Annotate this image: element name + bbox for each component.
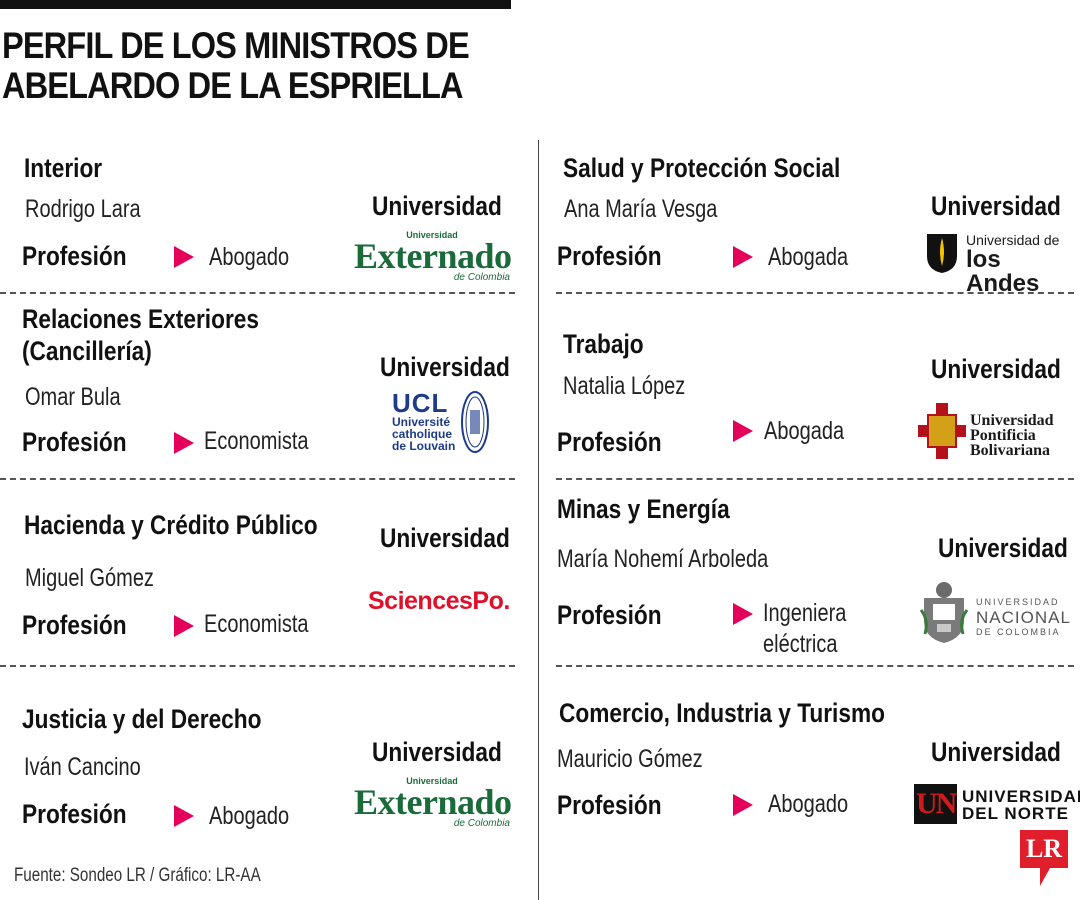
row-divider (556, 665, 1074, 667)
arrow-icon (174, 805, 194, 827)
profession-label: Profesión (22, 799, 127, 829)
university-label: Universidad (380, 352, 510, 382)
university-label: Universidad (938, 533, 1068, 563)
minister-name: Omar Bula (25, 383, 121, 411)
profession-value: Abogado (768, 790, 849, 818)
top-rule (0, 0, 511, 9)
andes-shield-icon (927, 234, 957, 273)
profession-value: Abogado (209, 243, 290, 271)
university-label: Universidad (931, 737, 1061, 767)
unal-crest-icon (919, 582, 969, 643)
column-divider (538, 140, 539, 900)
university-label: Universidad (372, 737, 502, 767)
university-label: Universidad (931, 354, 1061, 384)
minister-name: Ana María Vesga (564, 195, 718, 223)
externado-logo: Universidad Externado de Colombia (354, 776, 512, 829)
lr-logo-tail (1040, 868, 1050, 886)
profession-label: Profesión (557, 241, 662, 271)
ministry-name: Minas y Energía (557, 494, 730, 524)
university-label: Universidad (372, 191, 502, 221)
uninorte-logo: UN UNIVERSIDAD DEL NORTE (914, 778, 1080, 828)
profession-value: Ingeniera eléctrica (763, 599, 847, 658)
row-divider (556, 478, 1074, 480)
university-label: Universidad (931, 191, 1061, 221)
lr-logo: LR (1020, 830, 1068, 868)
minister-name: Natalia López (563, 372, 686, 400)
upb-logo: Universidad Pontificia Bolivariana (918, 403, 1068, 459)
upb-cross-icon (918, 403, 966, 459)
los-andes-logo: Universidad de los Andes (925, 230, 1075, 296)
profession-label: Profesión (557, 790, 662, 820)
arrow-icon (733, 420, 753, 442)
profession-label: Profesión (22, 241, 127, 271)
ministry-name: Relaciones Exteriores (Cancillería) (22, 304, 260, 366)
ministry-name: Hacienda y Crédito Público (24, 510, 318, 540)
ucl-seal-icon (461, 391, 489, 453)
minister-name: Iván Cancino (24, 753, 141, 781)
minister-name: Miguel Gómez (25, 564, 154, 592)
arrow-icon (174, 246, 194, 268)
arrow-icon (733, 603, 753, 625)
minister-name: Rodrigo Lara (25, 195, 141, 223)
uninorte-mark: UN (916, 787, 957, 820)
minister-name: Mauricio Gómez (557, 745, 703, 773)
page-title: PERFIL DE LOS MINISTROS DE ABELARDO DE L… (2, 25, 470, 106)
profession-value: Economista (204, 610, 309, 638)
row-divider (0, 292, 515, 294)
profession-value: Economista (204, 427, 309, 455)
university-label: Universidad (380, 523, 510, 553)
minister-name: María Nohemí Arboleda (557, 545, 769, 573)
row-divider (556, 292, 1074, 294)
arrow-icon (174, 432, 194, 454)
profession-label: Profesión (557, 600, 662, 630)
ministry-name: Trabajo (563, 329, 644, 359)
arrow-icon (733, 246, 753, 268)
arrow-icon (174, 615, 194, 637)
row-divider (0, 665, 515, 667)
sciencespo-logo: SciencesPo. (368, 587, 510, 615)
ministry-name: Comercio, Industria y Turismo (559, 698, 885, 728)
profession-label: Profesión (22, 610, 127, 640)
arrow-icon (733, 794, 753, 816)
ministry-name: Interior (24, 153, 103, 183)
profession-value: Abogada (768, 243, 849, 271)
source-note: Fuente: Sondeo LR / Gráfico: LR-AA (14, 865, 261, 886)
ministry-name: Salud y Protección Social (563, 153, 841, 183)
unal-logo: UNIVERSIDAD NACIONAL DE COLOMBIA (919, 580, 1074, 644)
profession-value: Abogada (764, 417, 845, 445)
ucl-logo: UCL Université catholique de Louvain (392, 390, 517, 460)
profession-label: Profesión (557, 427, 662, 457)
profession-label: Profesión (22, 427, 127, 457)
ministry-name: Justicia y del Derecho (22, 704, 262, 734)
profession-value: Abogado (209, 802, 290, 830)
row-divider (0, 478, 515, 480)
externado-logo: Universidad Externado de Colombia (354, 230, 512, 283)
